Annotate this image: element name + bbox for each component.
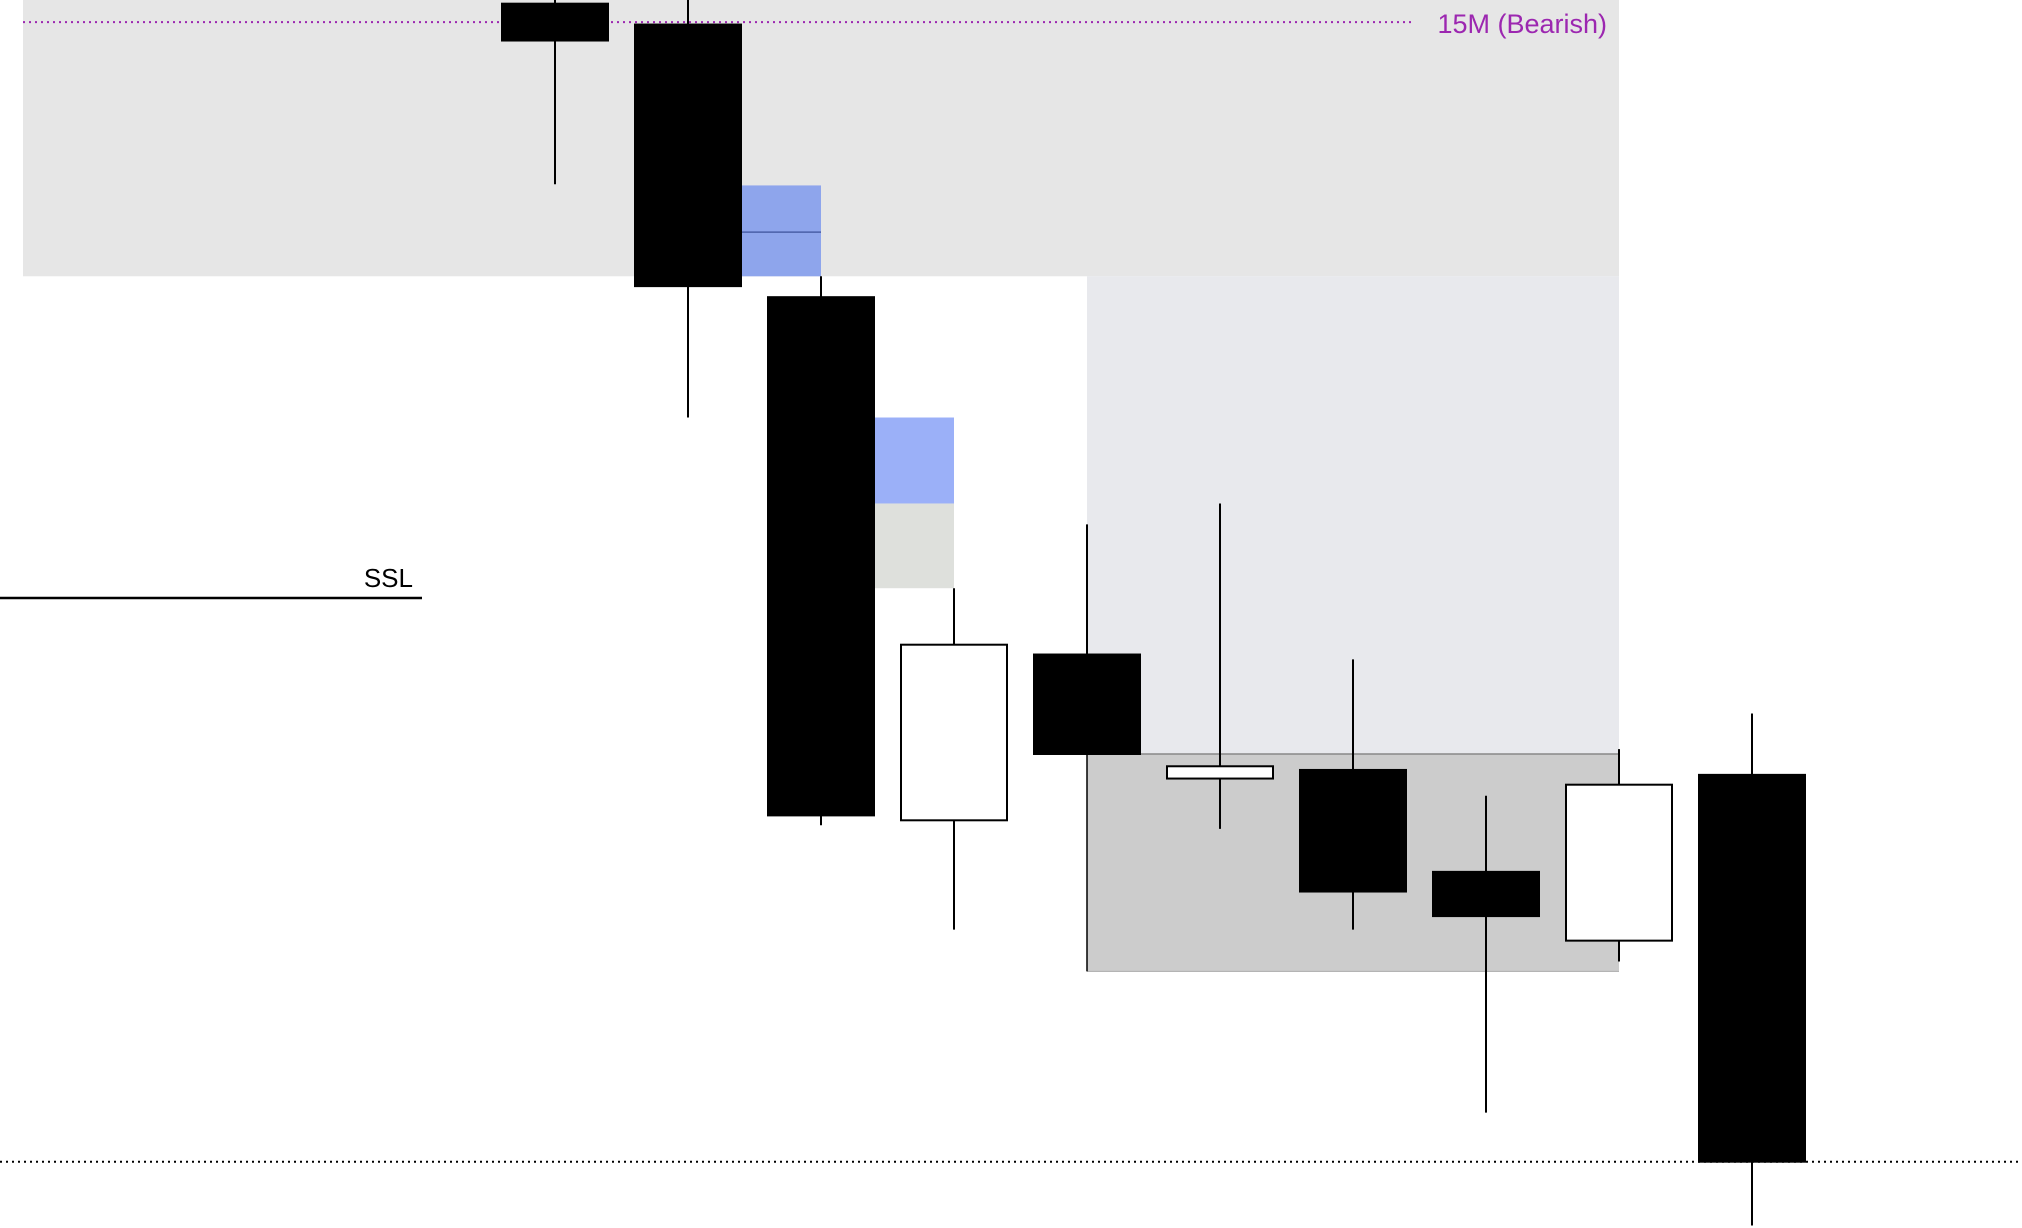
candle (1432, 795, 1540, 1113)
candle (1166, 503, 1274, 829)
timeframe-label: 15M (Bearish) (1437, 9, 1607, 39)
bearish-candle-body (634, 23, 742, 288)
bullish-candle-body (900, 643, 1008, 822)
candle (1698, 713, 1806, 1226)
fvg-zone-2 (874, 417, 954, 504)
fvg-zone-1 (741, 185, 821, 277)
bearish-candle-body (501, 2, 609, 42)
bullish-candle-body (1565, 783, 1673, 942)
candle (1033, 524, 1141, 755)
bearish-candle-body (1033, 653, 1141, 755)
candles-layer (501, 0, 1806, 1226)
levels-layer (0, 21, 2018, 1163)
bearish-candle-body (1299, 768, 1407, 893)
candle (1299, 659, 1407, 930)
ssl-label: SSL (364, 563, 413, 593)
candle (767, 276, 875, 826)
bullish-candle-body (1166, 765, 1274, 780)
fvg-zone-2-filled (874, 503, 954, 589)
bearish-candle-body (1698, 773, 1806, 1163)
candle (900, 588, 1008, 930)
candle (501, 0, 609, 185)
candle (1565, 749, 1673, 962)
bearish-candle-body (767, 296, 875, 817)
bearish-candle-body (1432, 870, 1540, 918)
candle (634, 0, 742, 418)
zones-layer (23, 0, 1619, 972)
